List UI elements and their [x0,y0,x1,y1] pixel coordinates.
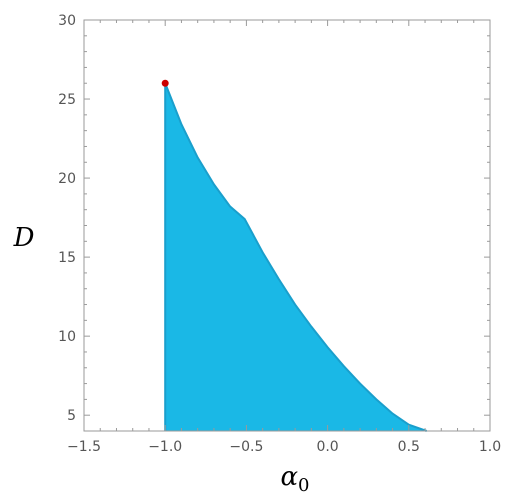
y-tick-label: 5 [67,408,76,424]
y-tick-label: 10 [58,329,76,345]
y-tick-label: 20 [58,171,76,187]
x-tick-label: −1.5 [67,439,101,455]
x-tick-label: 0.0 [316,439,338,455]
y-tick-label: 25 [58,92,76,108]
y-axis-label: D [13,223,35,253]
x-tick-label: −0.5 [229,439,263,455]
plot-area [83,19,491,432]
x-axis-label: α0 [280,462,309,496]
region-boundary [164,82,427,432]
y-axis: 5 10 15 20 25 30 [58,13,490,432]
y-tick-label: 30 [58,13,76,29]
region-fill [165,83,427,431]
x-tick-label: −1.0 [148,439,182,455]
marked-point [161,79,169,87]
x-tick-label: 1.0 [479,439,501,455]
x-axis: −1.5 −1.0 −0.5 0.0 0.5 1.0 [67,20,501,455]
y-tick-label: 15 [58,250,76,266]
x-tick-label: 0.5 [398,439,420,455]
